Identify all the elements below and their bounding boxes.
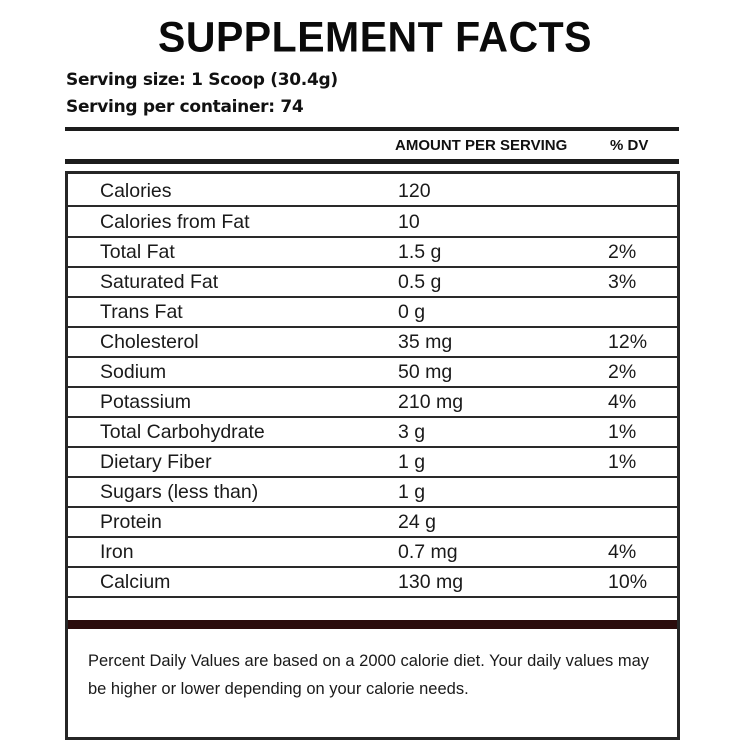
nutrient-name: Protein <box>100 511 162 533</box>
nutrient-amount: 1 g <box>398 451 426 473</box>
nutrient-amount: 1.5 g <box>398 241 442 263</box>
nutrient-amount: 3 g <box>398 421 426 443</box>
nutrient-dv: 4% <box>608 541 637 563</box>
nutrient-dv: 10% <box>608 571 648 593</box>
nutrient-dv: 2% <box>608 361 637 383</box>
nutrient-name: Calories from Fat <box>100 211 250 233</box>
table-row: Total Fat 1.5 g 2% <box>68 237 677 268</box>
nutrient-amount: 24 g <box>398 511 436 533</box>
nutrient-table: Calories 120 Calories from Fat 10 Total … <box>65 171 680 740</box>
nutrient-name: Cholesterol <box>100 331 199 353</box>
nutrient-dv: 3% <box>608 271 637 293</box>
serving-size: Serving size: 1 Scoop (30.4g) <box>66 70 338 90</box>
nutrient-amount: 50 mg <box>398 361 453 383</box>
nutrient-name: Sugars (less than) <box>100 481 259 503</box>
nutrient-amount: 1 g <box>398 481 426 503</box>
table-row: Cholesterol 35 mg 12% <box>68 327 677 358</box>
section-divider-bar <box>68 620 677 629</box>
daily-value-footnote: Percent Daily Values are based on a 2000… <box>88 652 650 698</box>
table-row: Sugars (less than) 1 g <box>68 477 677 508</box>
nutrient-name: Iron <box>100 541 134 563</box>
table-row: Dietary Fiber 1 g 1% <box>68 447 677 478</box>
table-row: Calcium 130 mg 10% <box>68 567 677 598</box>
table-row: Sodium 50 mg 2% <box>68 357 677 388</box>
nutrient-amount: 0.5 g <box>398 271 442 293</box>
table-row: Calories from Fat 10 <box>68 207 677 238</box>
nutrient-dv: 1% <box>608 451 637 473</box>
nutrient-dv: 12% <box>608 331 648 353</box>
nutrient-name: Potassium <box>100 391 192 413</box>
nutrient-name: Sodium <box>100 361 167 383</box>
nutrient-name: Calcium <box>100 571 171 593</box>
table-row: Saturated Fat 0.5 g 3% <box>68 267 677 298</box>
header-top-rule <box>65 127 679 131</box>
nutrient-amount: 0.7 mg <box>398 541 458 563</box>
nutrient-amount: 0 g <box>398 301 426 323</box>
header-bottom-rule <box>65 159 679 164</box>
nutrient-amount: 10 <box>398 211 420 233</box>
nutrient-dv: 4% <box>608 391 637 413</box>
nutrient-name: Calories <box>100 180 172 202</box>
label-title: SUPPLEMENT FACTS <box>158 12 592 62</box>
table-row: Calories 120 <box>68 176 677 207</box>
table-row: Potassium 210 mg 4% <box>68 387 677 418</box>
nutrient-name: Total Carbohydrate <box>100 421 265 443</box>
servings-per-container: Serving per container: 74 <box>66 97 304 117</box>
nutrient-dv: 2% <box>608 241 637 263</box>
table-row: Total Carbohydrate 3 g 1% <box>68 417 677 448</box>
nutrient-amount: 210 mg <box>398 391 464 413</box>
table-row: Iron 0.7 mg 4% <box>68 537 677 568</box>
nutrient-dv: 1% <box>608 421 637 443</box>
table-row: Protein 24 g <box>68 507 677 538</box>
nutrient-amount: 35 mg <box>398 331 453 353</box>
nutrient-name: Trans Fat <box>100 301 183 323</box>
column-header-dv: % DV <box>610 137 649 154</box>
nutrient-name: Saturated Fat <box>100 271 219 293</box>
nutrient-amount: 130 mg <box>398 571 464 593</box>
column-header-amount: AMOUNT PER SERVING <box>395 137 568 154</box>
nutrient-amount: 120 <box>398 180 431 202</box>
table-row: Trans Fat 0 g <box>68 297 677 328</box>
nutrient-name: Total Fat <box>100 241 175 263</box>
nutrient-name: Dietary Fiber <box>100 451 212 473</box>
